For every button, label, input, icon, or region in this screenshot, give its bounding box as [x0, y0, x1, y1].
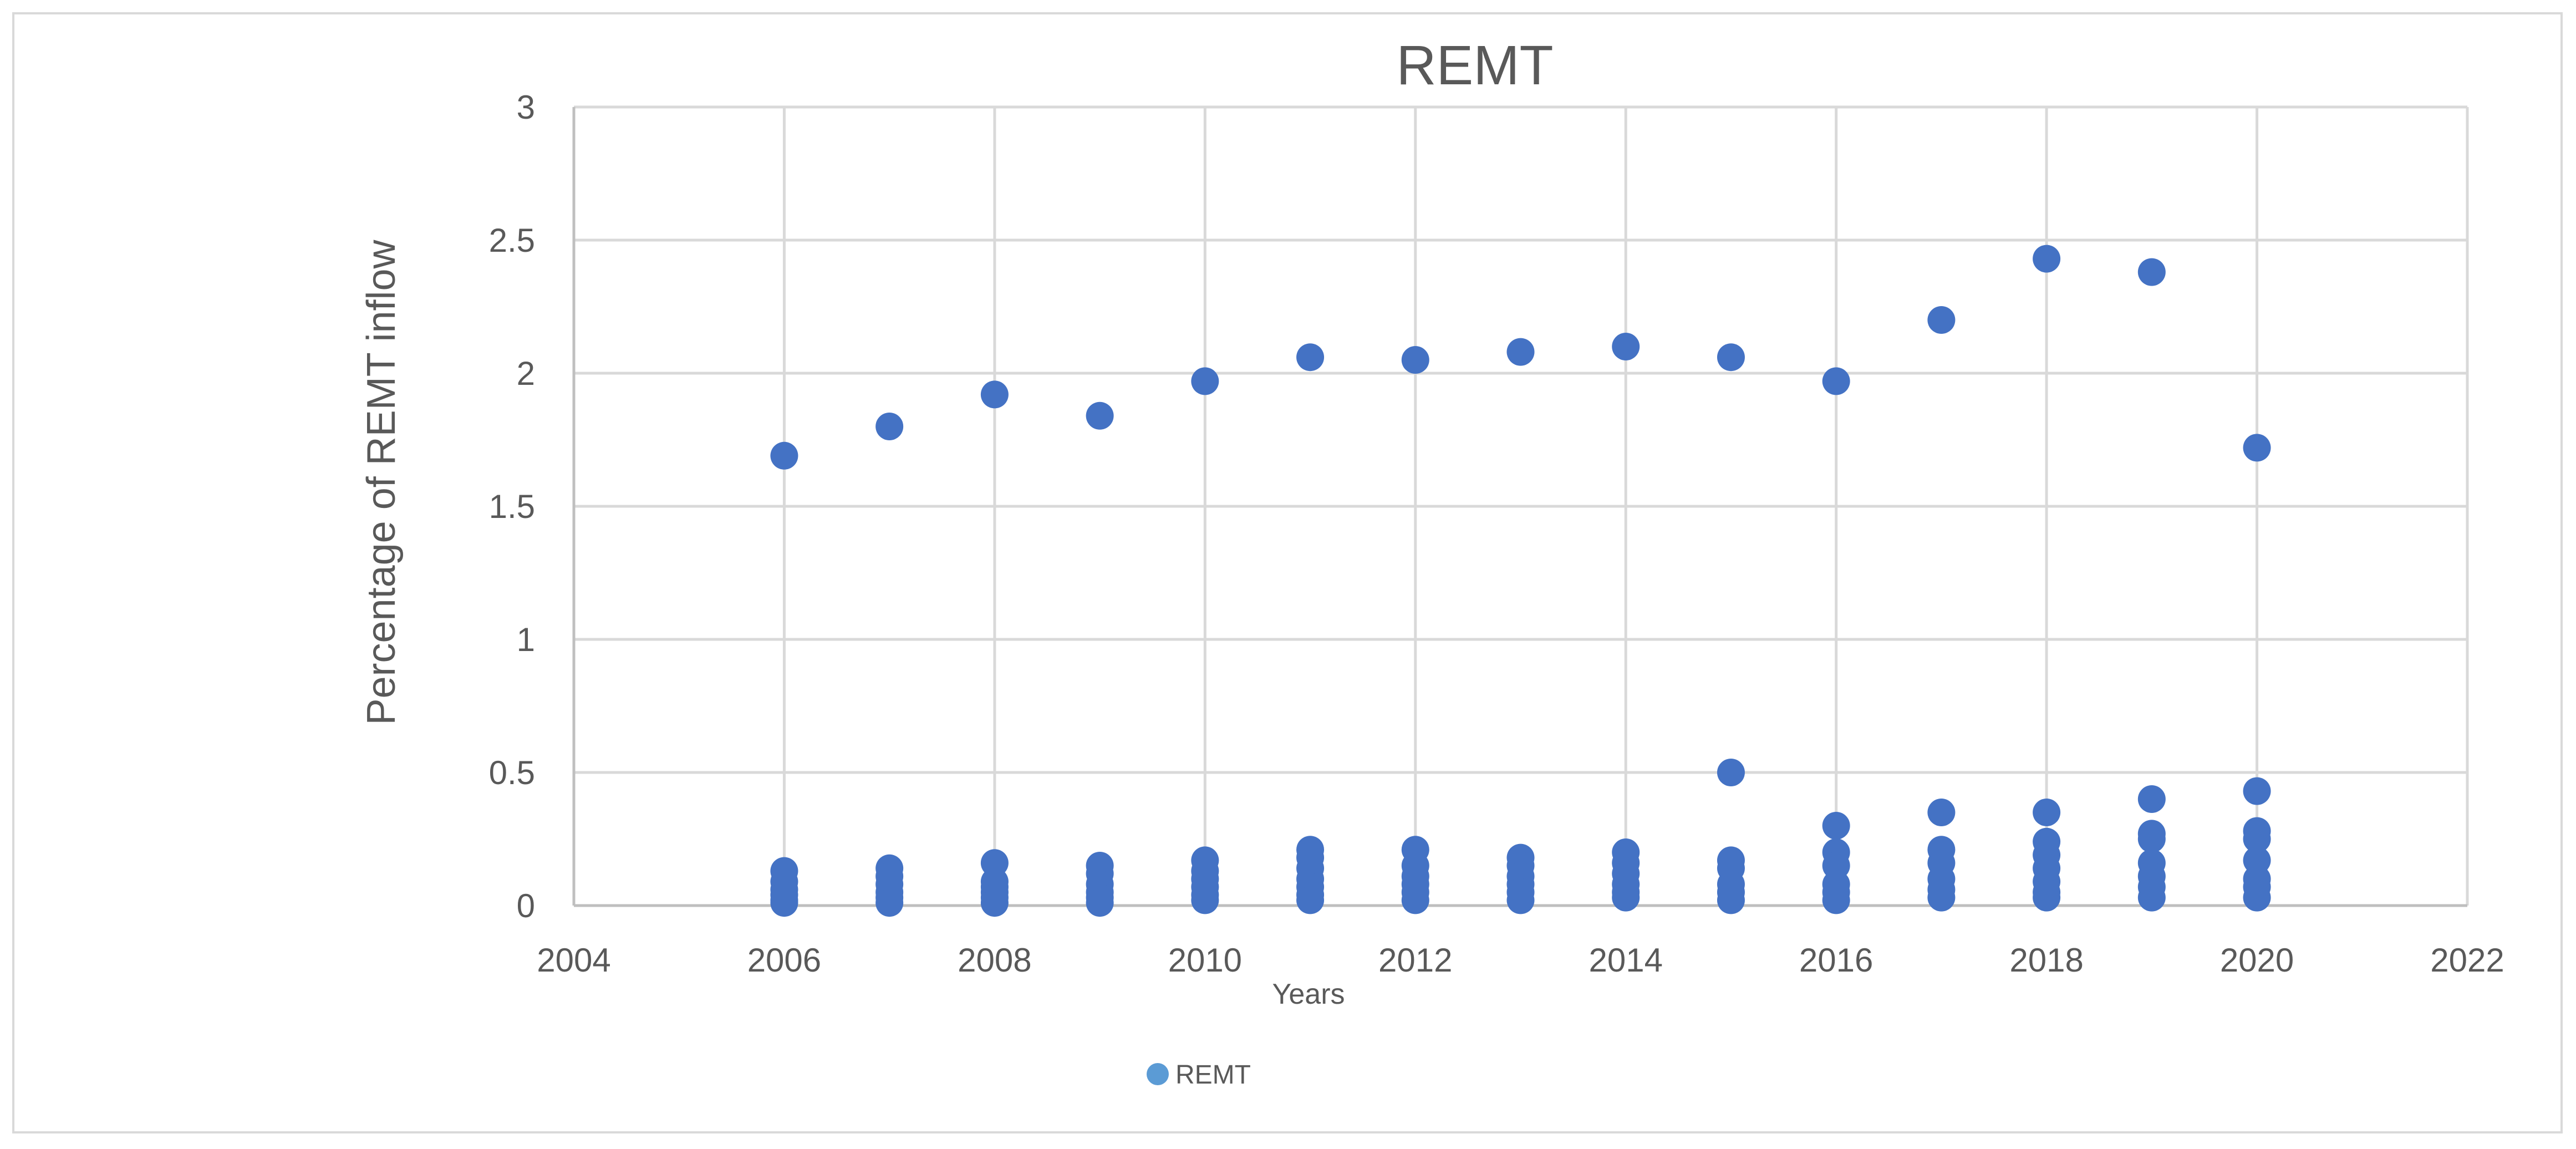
x-tick-label: 2006: [747, 942, 821, 979]
data-point: [2243, 777, 2271, 805]
x-tick-labels: 2004 2006 2008 2010 2012 2014 2016 2018 2020 2022: [537, 942, 2504, 979]
data-point: [2033, 245, 2061, 273]
data-point: [1927, 799, 1956, 826]
y-tick-label: 0: [517, 887, 535, 924]
data-point: [1191, 367, 1219, 395]
x-tick-label: 2018: [2009, 942, 2083, 979]
data-point: [1401, 346, 1429, 374]
data-point: [1506, 338, 1535, 366]
chart-frame: [12, 12, 2563, 1133]
data-point: [1717, 759, 1745, 786]
data-point: [980, 889, 1009, 917]
x-tick-label: 2014: [1589, 942, 1662, 979]
data-point: [770, 889, 798, 917]
legend-marker: [1147, 1063, 1169, 1085]
y-tick-label: 0.5: [489, 754, 535, 791]
data-point: [2243, 825, 2271, 853]
data-points: [770, 245, 2271, 917]
chart-title: REMT: [1396, 34, 1553, 96]
data-point: [1296, 343, 1325, 372]
data-point: [1612, 333, 1640, 360]
data-point: [1927, 883, 1956, 912]
x-axis-label: Years: [1272, 978, 1345, 1010]
data-point: [1086, 401, 1114, 430]
data-point: [875, 889, 904, 917]
data-point: [1717, 343, 1745, 372]
legend: REMT: [1147, 1060, 1251, 1090]
y-axis-label: Percentage of REMT inflow: [359, 239, 404, 725]
data-point: [1296, 886, 1325, 914]
y-tick-label: 1: [517, 621, 535, 658]
data-point: [2137, 258, 2166, 286]
data-point: [770, 441, 798, 470]
data-point: [1086, 889, 1114, 917]
data-point: [2033, 799, 2061, 826]
data-point: [1506, 886, 1535, 914]
data-point: [1191, 886, 1219, 914]
data-point: [2033, 883, 2061, 912]
data-point: [1717, 886, 1745, 914]
data-point: [1612, 883, 1640, 912]
data-point: [1401, 886, 1429, 914]
data-point: [2243, 883, 2271, 912]
data-point: [1822, 367, 1850, 395]
x-tick-label: 2004: [537, 942, 610, 979]
data-point: [1822, 812, 1850, 840]
x-tick-label: 2010: [1168, 942, 1242, 979]
x-tick-label: 2012: [1378, 942, 1452, 979]
data-point: [2137, 785, 2166, 813]
data-point: [875, 413, 904, 440]
data-point: [2137, 883, 2166, 912]
data-point: [2243, 434, 2271, 462]
x-tick-label: 2008: [958, 942, 1031, 979]
y-tick-label: 1.5: [489, 488, 535, 525]
x-tick-label: 2016: [1799, 942, 1873, 979]
y-tick-labels: 0 0.5 1 1.5 2 2.5 3: [489, 89, 535, 924]
legend-label: REMT: [1175, 1060, 1251, 1090]
data-point: [1927, 306, 1956, 334]
x-tick-label: 2020: [2220, 942, 2294, 979]
y-tick-label: 3: [517, 89, 535, 126]
data-point: [2137, 825, 2166, 853]
gridlines: [574, 105, 2469, 906]
data-point: [1822, 886, 1850, 914]
x-tick-label: 2022: [2430, 942, 2504, 979]
y-tick-label: 2.5: [489, 222, 535, 259]
data-point: [980, 380, 1009, 409]
y-tick-label: 2: [517, 355, 535, 392]
